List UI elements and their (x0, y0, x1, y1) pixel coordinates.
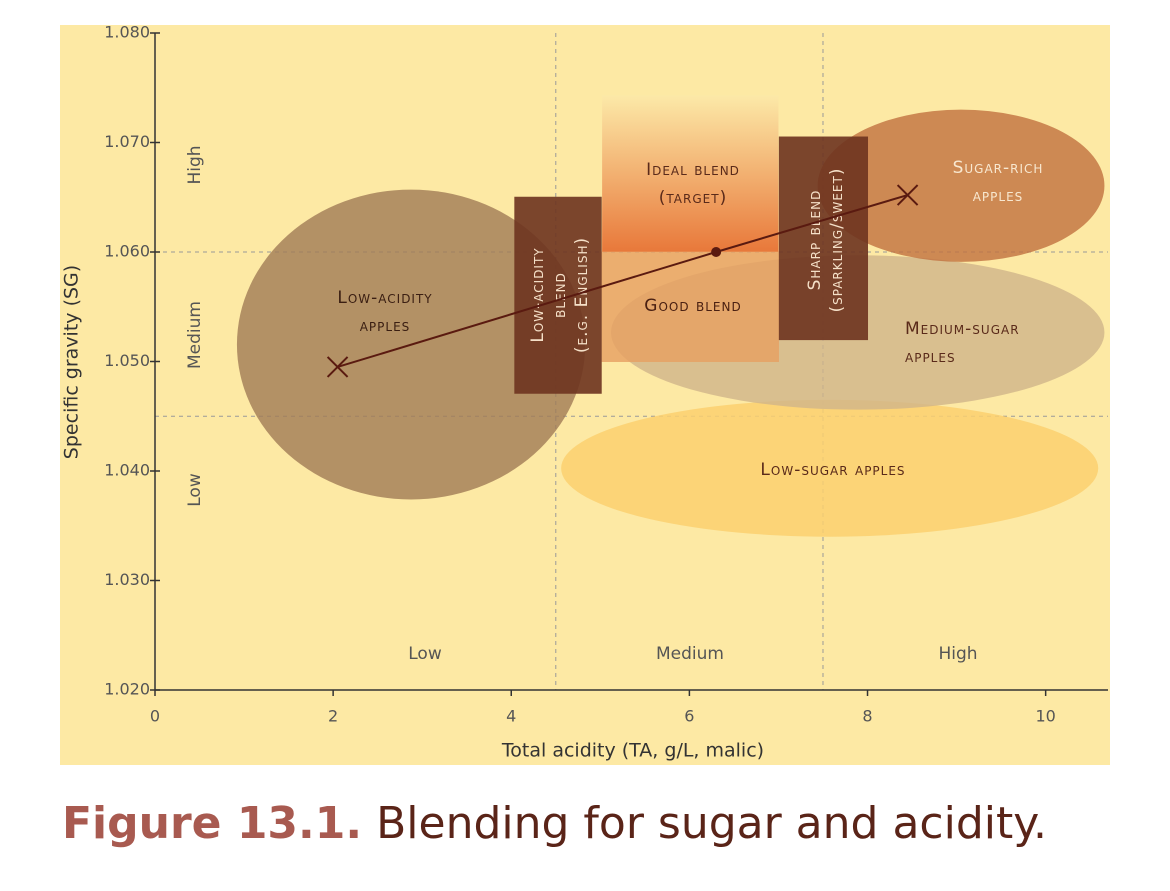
region (514, 196, 602, 394)
x-tick-label: 10 (1035, 707, 1055, 726)
region-label: (target) (659, 188, 727, 208)
region (602, 95, 779, 252)
region-label-group: Good blend (644, 296, 741, 316)
caption-label: Figure 13.1. (62, 798, 362, 849)
x-tick-label: 6 (684, 707, 694, 726)
caption: Figure 13.1. Blending for sugar and acid… (62, 798, 1047, 849)
region-label-group: Sugar-rich apples (953, 158, 1044, 206)
y-tick-label: 1.050 (104, 351, 150, 370)
x-tick-label: 4 (506, 707, 516, 726)
y-zone-label: High (185, 145, 205, 184)
region-label: (sparkling/sweet) (827, 168, 847, 313)
region-label: Sharp blend (805, 190, 825, 291)
y-zone-label: Medium (185, 301, 205, 369)
caption-text: Blending for sugar and acidity. (376, 798, 1047, 849)
region-label: Ideal blend (646, 160, 740, 180)
region-label: Sugar-rich (953, 158, 1044, 178)
region (778, 136, 869, 341)
region-label: Medium-sugar (905, 319, 1020, 339)
region-label-group: Sharp blend (sparkling/sweet) (805, 168, 847, 313)
region-label: apples (973, 186, 1024, 206)
region-label-group: Low-sugar apples (760, 460, 905, 480)
y-tick-label: 1.030 (104, 570, 150, 589)
region-label-group: Low-acidity apples (337, 288, 432, 336)
x-zone-label: Medium (656, 644, 724, 664)
region-label-group: Ideal blend (target) (646, 160, 740, 208)
region (601, 251, 779, 362)
y-tick-label: 1.040 (104, 461, 150, 480)
region-label: (e.g. English) (572, 237, 592, 353)
region-label: blend (550, 272, 570, 318)
y-tick-label: 1.020 (104, 680, 150, 699)
y-axis-title: Specific gravity (SG) (61, 265, 83, 459)
region-label-group: Low-acidity blend (e.g. English) (528, 237, 592, 353)
y-tick-label: 1.070 (104, 132, 150, 151)
x-axis-title: Total acidity (TA, g/L, malic) (501, 740, 764, 762)
x-tick-label: 2 (328, 707, 338, 726)
region-label: Low-acidity (528, 247, 548, 342)
point-cross (326, 356, 349, 378)
region (817, 109, 1105, 262)
region (561, 399, 1099, 537)
region-label: Good blend (644, 296, 741, 316)
region-label-group: Medium-sugar apples (905, 319, 1020, 367)
region-label: apples (360, 316, 411, 336)
region-label: apples (905, 347, 956, 367)
point-cross (896, 184, 919, 206)
y-tick-label: 1.060 (104, 242, 150, 261)
point-dot (711, 247, 722, 257)
x-tick-label: 0 (150, 707, 160, 726)
x-zone-label: High (938, 644, 977, 664)
region-label: Low-acidity (337, 288, 432, 308)
y-tick-label: 1.080 (104, 23, 150, 42)
x-tick-label: 8 (862, 707, 872, 726)
region-label: Low-sugar apples (760, 460, 905, 480)
x-zone-label: Low (408, 644, 442, 664)
y-zone-label: Low (185, 473, 205, 507)
